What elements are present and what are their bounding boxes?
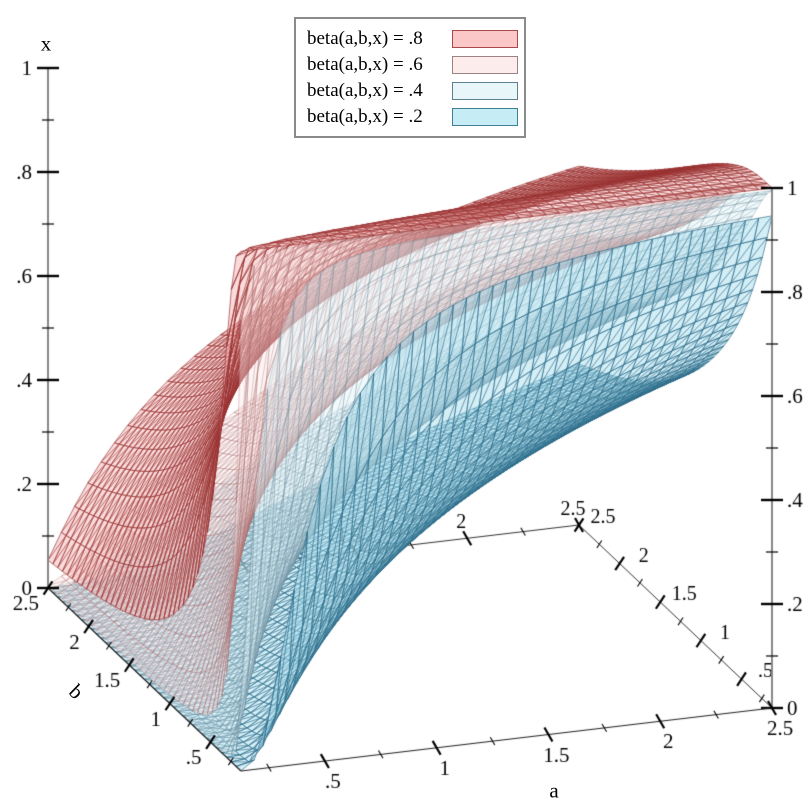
legend-item: beta(a,b,x) = .8 [307,26,520,52]
a-axis-title: a [549,778,559,803]
legend-swatch [452,107,518,126]
legend-item-label: beta(a,b,x) = .6 [307,53,423,75]
legend-swatch [452,29,518,48]
legend-swatch [452,55,518,74]
legend-item-label: beta(a,b,x) = .4 [307,79,423,101]
x-axis-title: x [40,31,52,56]
legend-item: beta(a,b,x) = .2 [307,104,520,130]
legend-item-label: beta(a,b,x) = .8 [307,27,423,49]
legend: beta(a,b,x) = .8 beta(a,b,x) = .6 beta(a… [294,17,526,138]
legend-item: beta(a,b,x) = .6 [307,52,520,78]
legend-swatch [452,81,518,100]
legend-item: beta(a,b,x) = .4 [307,78,520,104]
legend-item-label: beta(a,b,x) = .2 [307,105,423,127]
